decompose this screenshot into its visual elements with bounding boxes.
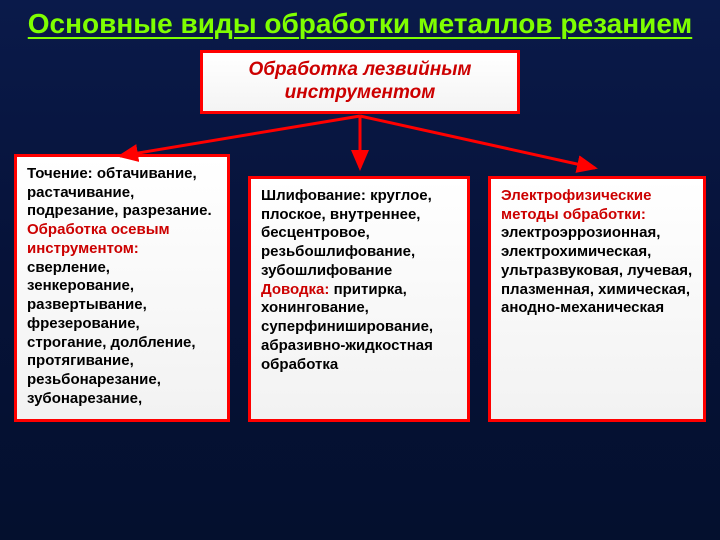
c3-heading1: Электрофизические методы обработки: [501,187,651,223]
connector-arrows [0,114,720,154]
column-electrophysical: Электрофизические методы обработки: элек… [488,176,706,422]
columns-row: Точение: обтачивание, растачивание, подр… [0,154,720,422]
slide-title: Основные виды обработки металлов резание… [0,0,720,44]
c2-heading2: Доводка: [261,281,329,298]
column-grinding: Шлифование: круглое, плоское, внутреннее… [248,176,470,422]
c1-heading2: Обработка осевым инструментом: [27,221,170,257]
c1-body2: сверление, зенкерование, развертывание, … [27,259,196,407]
c2-heading1: Шлифование: [261,187,366,204]
root-node: Обработка лезвийным инструментом [200,50,520,114]
c3-body1: электроэррозионная, электрохимическая, у… [501,224,692,316]
column-turning: Точение: обтачивание, растачивание, подр… [14,154,230,422]
root-line1: Обработка лезвийным [249,59,472,80]
root-line2: инструментом [285,82,436,103]
